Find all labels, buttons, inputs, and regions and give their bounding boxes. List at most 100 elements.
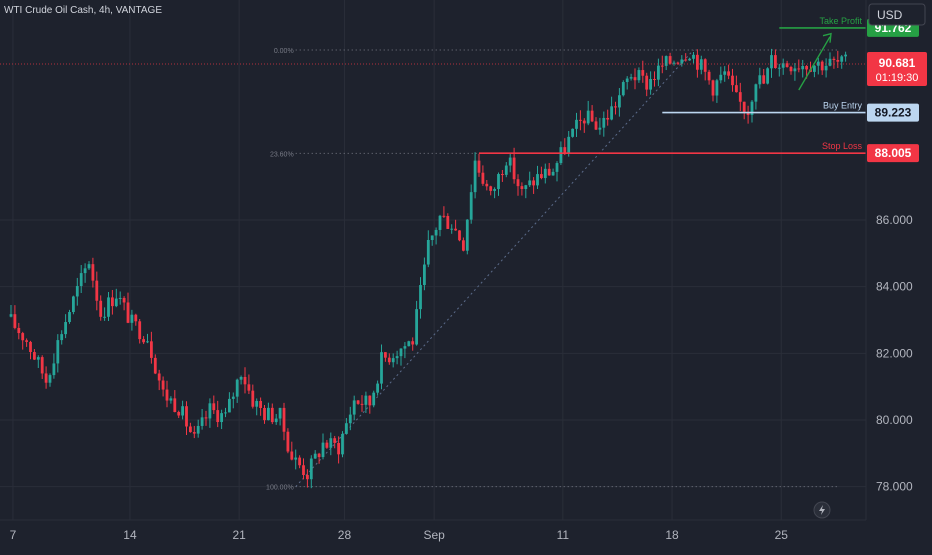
candle-body bbox=[196, 425, 200, 434]
candle-body bbox=[407, 341, 411, 347]
candle bbox=[738, 82, 742, 112]
candle-body bbox=[696, 54, 699, 70]
candle-body bbox=[150, 341, 153, 358]
candle bbox=[290, 441, 294, 461]
time-tick-label: Sep bbox=[423, 528, 445, 542]
candle-body bbox=[481, 172, 485, 184]
candle-body bbox=[333, 438, 337, 443]
candle-body bbox=[660, 65, 664, 67]
candle bbox=[391, 353, 395, 368]
candle-body bbox=[118, 297, 122, 299]
candle bbox=[828, 52, 832, 67]
candle bbox=[177, 410, 181, 419]
candle-body bbox=[559, 147, 563, 164]
candle bbox=[313, 450, 317, 459]
candle-body bbox=[99, 300, 103, 317]
candle-body bbox=[122, 297, 126, 303]
candle-body bbox=[153, 357, 157, 374]
candle-body bbox=[579, 119, 582, 121]
candle-body bbox=[68, 312, 71, 323]
candle bbox=[294, 449, 298, 470]
candle bbox=[376, 380, 379, 396]
candle bbox=[407, 340, 411, 347]
candle bbox=[633, 68, 637, 90]
candle bbox=[146, 333, 149, 344]
candle-body bbox=[766, 68, 769, 84]
go-to-realtime-icon[interactable] bbox=[813, 501, 831, 519]
candle-body bbox=[621, 82, 625, 96]
candle-body bbox=[618, 95, 621, 108]
candle-body bbox=[649, 79, 652, 90]
candle-body bbox=[469, 192, 473, 220]
candle bbox=[263, 405, 266, 424]
candle bbox=[17, 322, 21, 340]
candle bbox=[99, 295, 103, 321]
candle bbox=[161, 376, 165, 397]
candle-body bbox=[590, 110, 594, 122]
candle-body bbox=[177, 412, 181, 416]
candle-body bbox=[21, 333, 25, 341]
candle-body bbox=[657, 65, 660, 80]
candle bbox=[614, 101, 617, 115]
candle bbox=[352, 395, 356, 421]
candle-body bbox=[380, 352, 383, 384]
candle bbox=[216, 400, 220, 428]
candle-body bbox=[142, 339, 145, 343]
projection-arrow[interactable] bbox=[798, 36, 831, 91]
fib-trend-line[interactable] bbox=[295, 49, 694, 488]
candle bbox=[774, 49, 777, 69]
candle-body bbox=[489, 186, 493, 191]
candle bbox=[657, 58, 660, 87]
candle bbox=[703, 58, 707, 81]
candle bbox=[727, 64, 730, 80]
candle bbox=[243, 367, 247, 394]
candle bbox=[192, 425, 196, 439]
candle-body bbox=[165, 389, 169, 401]
candle-body bbox=[528, 180, 532, 186]
candle-body bbox=[754, 84, 758, 102]
time-axis[interactable] bbox=[0, 520, 866, 550]
time-tick-label: 25 bbox=[775, 528, 789, 542]
candle bbox=[438, 214, 442, 237]
level-label: Stop Loss bbox=[822, 141, 863, 151]
candle bbox=[465, 219, 469, 255]
candle bbox=[130, 309, 134, 331]
candle bbox=[508, 153, 512, 173]
candle-body bbox=[664, 56, 668, 66]
fibonacci-retracement[interactable]: 0.00% 23.60% 100.00% bbox=[266, 48, 838, 492]
candle-body bbox=[360, 403, 364, 405]
candle bbox=[731, 68, 734, 92]
candle-body bbox=[126, 302, 130, 323]
candle bbox=[684, 53, 688, 62]
candle bbox=[590, 105, 594, 123]
candle-body bbox=[83, 268, 87, 274]
price-tick-label: 78.000 bbox=[876, 480, 913, 494]
candle bbox=[68, 309, 71, 324]
candle bbox=[785, 60, 789, 68]
candle-body bbox=[508, 157, 512, 166]
candle bbox=[270, 403, 274, 425]
candle bbox=[368, 395, 372, 414]
candle-body bbox=[372, 392, 376, 406]
currency-button[interactable]: USD bbox=[868, 3, 926, 26]
candle bbox=[481, 165, 485, 186]
candle-body bbox=[40, 357, 44, 374]
candle-body bbox=[742, 101, 746, 112]
time-tick-label: 7 bbox=[10, 528, 17, 542]
candle bbox=[75, 277, 79, 306]
candle-body bbox=[540, 174, 543, 179]
price-axis[interactable] bbox=[866, 0, 932, 550]
candle bbox=[395, 350, 399, 365]
candle-body bbox=[727, 71, 730, 76]
price-tick-label: 82.000 bbox=[876, 346, 913, 360]
candle bbox=[360, 395, 364, 412]
trade-levels[interactable]: Take Profit Buy Entry Stop Loss bbox=[0, 16, 866, 154]
candle bbox=[618, 88, 621, 117]
candle-body bbox=[391, 358, 395, 363]
candle-body bbox=[450, 228, 454, 230]
candle-body bbox=[707, 71, 711, 81]
candle-body bbox=[688, 58, 691, 61]
